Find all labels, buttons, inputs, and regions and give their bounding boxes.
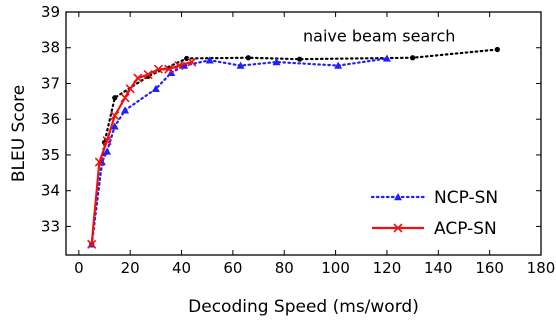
x-tick-label: 100: [321, 259, 350, 277]
x-axis-label: Decoding Speed (ms/word): [188, 297, 419, 317]
x-tick-label: 120: [373, 259, 402, 277]
x-tick-label: 40: [172, 259, 191, 277]
x-tick-label: 20: [121, 259, 140, 277]
data-point-ncp-sn: [382, 54, 391, 62]
y-tick-label: 34: [41, 182, 60, 200]
legend-marker-acp-sn: [393, 223, 403, 233]
y-tick-label: 38: [41, 39, 60, 57]
data-point-ncp-sn: [110, 122, 119, 130]
x-tick-label: 160: [475, 259, 504, 277]
data-point-baseline: [410, 55, 416, 61]
data-point-ncp-sn: [334, 61, 343, 69]
plot-frame: [65, 11, 542, 256]
data-point-baseline: [245, 55, 251, 61]
data-point-baseline: [297, 56, 303, 62]
data-point-ncp-sn: [272, 58, 281, 66]
y-tick-label: 33: [41, 217, 60, 235]
x-tick-label: 60: [223, 259, 242, 277]
axes-layer: 0 20 40 60 80 100 120 140 160 180 33 34 35 36 37 38 39: [41, 3, 555, 277]
data-point-acp-sn: [120, 93, 130, 103]
y-tick-label: 39: [41, 3, 60, 21]
data-point-acp-sn: [153, 64, 163, 74]
x-tick-label: 180: [527, 259, 556, 277]
data-point-baseline: [494, 46, 500, 53]
data-point-ncp-sn: [236, 61, 245, 69]
data-point-acp-sn: [125, 84, 135, 94]
annotation-naive-beam-search: naive beam search: [303, 26, 455, 45]
x-tick-label: 80: [275, 259, 294, 277]
data-point-acp-sn: [110, 111, 120, 121]
data-point-ncp-sn: [205, 56, 214, 64]
series-layer: [87, 46, 500, 249]
y-tick-label: 37: [41, 74, 60, 92]
data-point-acp-sn: [87, 239, 97, 249]
y-tick-label: 35: [41, 146, 60, 164]
data-point-ncp-sn: [151, 84, 160, 93]
y-axis-label: BLEU Score: [9, 85, 29, 182]
plot-area: [65, 11, 542, 256]
data-point-baseline: [184, 55, 190, 62]
legend-marker: [393, 223, 403, 233]
legend-marker-ncp-sn: [394, 193, 402, 201]
series-line-ncp-sn: [90, 57, 389, 246]
data-point-acp-sn: [94, 157, 104, 167]
data-point-acp-sn: [133, 73, 143, 83]
data-point-acp-sn: [164, 64, 174, 74]
legend-label-ncp-sn: NCP-SN: [434, 188, 498, 208]
data-point-acp-sn: [174, 61, 184, 71]
data-point-acp-sn: [187, 57, 197, 67]
legend-marker: [394, 193, 402, 201]
data-point-acp-sn: [102, 136, 112, 146]
x-tick-label: 0: [74, 259, 84, 277]
series-line-baseline: [90, 48, 499, 246]
legend: NCP-SN ACP-SN: [370, 188, 498, 239]
legend-label-acp-sn: ACP-SN: [434, 219, 497, 239]
data-point-baseline: [112, 95, 118, 101]
x-tick-label: 140: [424, 259, 453, 277]
data-point-ncp-sn: [103, 147, 112, 155]
data-point-acp-sn: [143, 69, 153, 80]
data-point-ncp-sn: [121, 106, 130, 114]
y-tick-label: 36: [41, 110, 60, 128]
